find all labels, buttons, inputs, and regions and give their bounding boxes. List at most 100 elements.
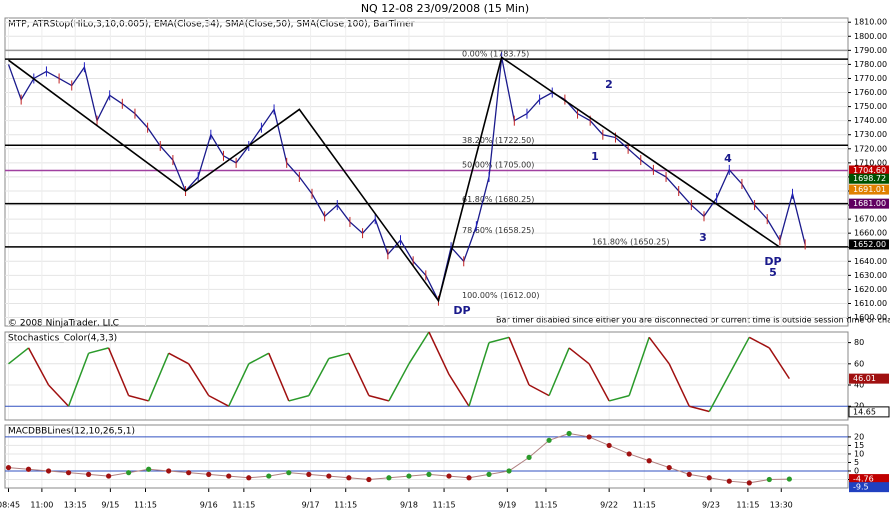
stoch-segment [408,331,430,365]
copyright: © 2008 NinjaTrader, LLC [8,319,119,329]
stoch-segment [308,358,330,396]
wave-label: 5 [769,266,777,279]
macd-line [308,473,329,477]
macd-dot [106,473,112,479]
window-title: NQ 12-08 23/09/2008 (15 Min) [361,2,529,15]
y-tick-label: 1750.00 [854,102,887,111]
panel-title: MTP, ATRStop(HiLo,3,10,0.005), EMA(Close… [8,20,415,30]
y-tick-label: 20 [854,432,864,441]
price-line [7,57,806,303]
stoch-segment [689,405,710,413]
macd-dot [586,434,592,440]
wave-label: 3 [699,231,707,244]
macd-dot [45,468,52,474]
x-tick-label: 9/17 [302,501,320,510]
price-tag [849,373,889,384]
price-tag-label: 1652.00 [853,240,886,249]
fib-label: 0.00% (1783.75) [462,50,529,59]
macd-dot [446,473,452,479]
x-tick-label: 11:15 [433,501,456,510]
stoch-segment [748,336,770,349]
price-tag-label: 1681.00 [853,199,886,208]
macd-dot [686,471,692,477]
fib-label: 61.80% (1680.25) [462,195,534,204]
y-tick-label: 10 [854,449,864,458]
macd-line [669,467,690,475]
stoch-segment [208,394,230,407]
macd-dot [386,475,392,481]
fib-label: 78.60% (1658.25) [462,226,534,235]
macd-dot [546,437,552,443]
macd-dot [646,458,652,464]
y-tick-label: 1800.00 [854,32,887,41]
stoch-segment [248,352,270,365]
price-tag-label: 14.65 [853,407,876,416]
macd-dot [626,451,632,457]
price-tag-label: 1698.72 [853,174,886,183]
fib-label: 50.00% (1705.00) [462,160,534,169]
panel-title: MACDBBLines(12,10,26,5,1) [8,427,135,437]
x-tick-label: 9/23 [702,501,720,510]
price-tag [849,165,889,176]
macd-line [108,472,129,477]
stoch-segment [768,347,790,380]
macd-dot [5,464,12,471]
macd-dot [786,476,792,482]
stoch-segment [88,347,109,354]
stoch-segment [27,347,50,386]
y-tick-label: 20 [854,402,864,411]
macd-line [649,460,670,469]
macd-dot [65,470,72,476]
macd-dot [706,475,712,481]
price-tag [849,173,889,184]
price-tag [849,482,889,493]
price-tag-label: 1704.60 [853,166,886,175]
macd-dot [746,480,752,486]
macd-dot [426,471,432,477]
macd-line [288,472,309,475]
macd-line [689,473,710,479]
macd-line [528,439,550,458]
stoch-segment [528,384,550,397]
fib-label: 38.20% (1722.50) [462,136,534,145]
y-tick-label: 60 [854,359,864,368]
x-tick-label: 13:30 [770,501,793,510]
macd-line [709,477,730,482]
macd-dot [406,473,412,479]
y-tick-label: 1730.00 [854,130,887,139]
price-tag [849,184,889,195]
x-tick-label: 11:15 [534,501,557,510]
macd-dot [166,468,172,474]
macd-line [608,444,630,455]
y-tick-label: 1640.00 [854,257,887,266]
macd-dot [326,473,332,479]
macd-line [8,467,29,470]
stoch-segment [388,363,410,402]
stoch-segment [468,342,490,407]
y-tick-label: 80 [854,338,864,347]
macd-line [548,433,570,441]
macd-line [328,475,349,479]
x-tick-label: 11:00 [30,501,53,510]
stoch-segment [268,352,290,402]
macd-line [388,475,409,479]
macd-line [228,475,249,479]
macd-line [148,468,169,472]
macd-line [348,477,369,480]
x-tick-label: 11:15 [334,501,357,510]
y-tick-label: 1810.00 [854,18,887,27]
wave-label: DP [453,304,470,317]
wave-label: DP [764,255,781,268]
macd-dot [266,473,272,479]
stoch-segment [488,336,510,344]
macd-dot [366,476,372,483]
macd-line [448,475,470,479]
macd-line [268,472,289,477]
x-tick-label: 9/19 [498,501,516,510]
macd-line [28,468,49,472]
price-tag [849,239,889,250]
macd-dot [206,471,212,477]
y-tick-label: 1600.00 [854,313,887,322]
